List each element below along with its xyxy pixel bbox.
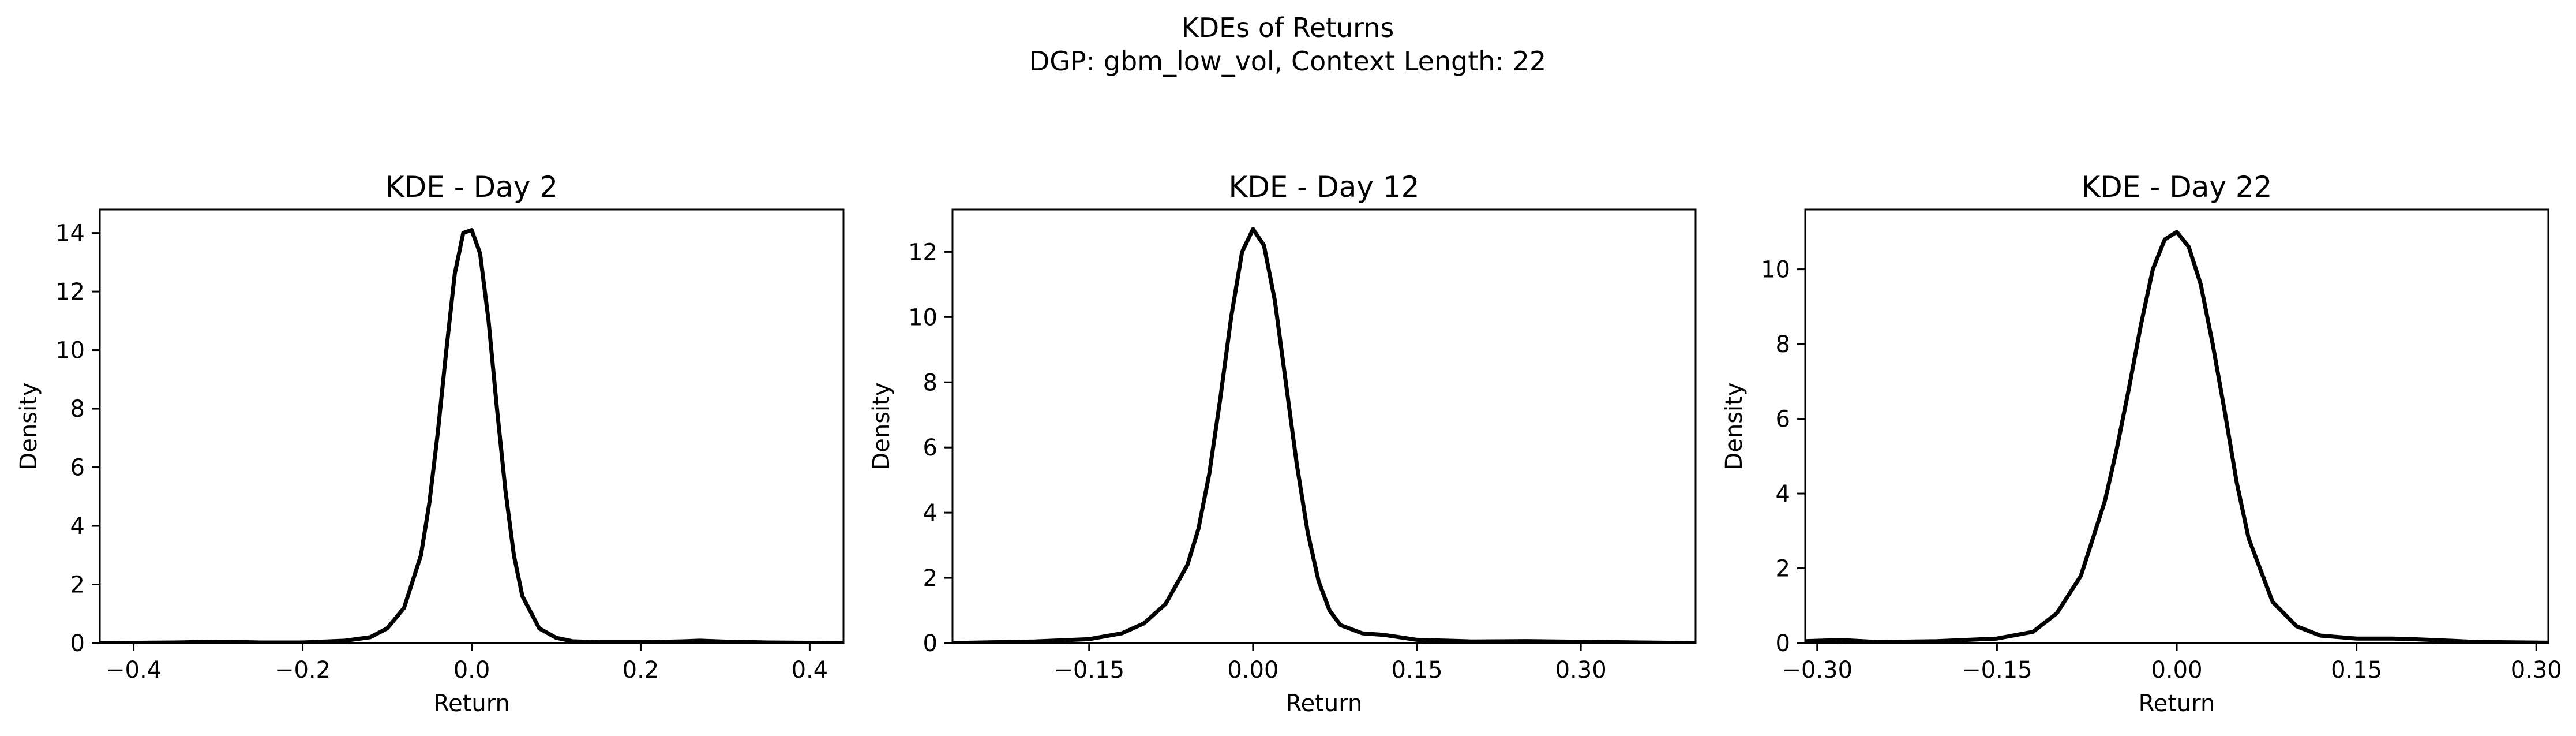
x-tick-label: 0.0 (453, 657, 490, 683)
y-tick-label: 6 (70, 455, 85, 481)
x-tick-label: 0.15 (1391, 657, 1442, 683)
y-tick-label: 12 (55, 279, 85, 305)
x-tick-label: 0.00 (1227, 657, 1278, 683)
x-axis-label: Return (1286, 690, 1363, 717)
y-tick-label: 14 (55, 221, 85, 247)
axes-frame (951, 208, 1697, 644)
y-axis-label: Density (16, 382, 42, 470)
y-tick-label: 4 (923, 500, 938, 526)
x-tick-label: 0.15 (2331, 657, 2382, 683)
y-axis-label: Density (868, 382, 895, 470)
x-tick-label: −0.15 (1053, 657, 1124, 683)
y-tick-label: 0 (1776, 630, 1790, 657)
kde-line (1805, 230, 2548, 643)
x-tick-label: 0.2 (623, 657, 659, 683)
x-tick-label: −0.2 (275, 657, 331, 683)
y-tick-label: 2 (70, 572, 85, 599)
y-tick-label: 10 (1761, 257, 1790, 283)
panel-title: KDE - Day 2 (385, 170, 558, 204)
x-tick-label: 0.4 (792, 657, 828, 683)
x-tick-label: −0.30 (1782, 657, 1853, 683)
y-tick-label: 2 (1776, 556, 1790, 582)
y-tick-label: 0 (923, 630, 938, 657)
figure-title: KDEs of Returns (1182, 12, 1394, 43)
x-tick-label: 0.30 (2511, 657, 2562, 683)
panel-title: KDE - Day 22 (2082, 170, 2273, 204)
y-tick-label: 6 (923, 435, 938, 461)
y-tick-label: 8 (1776, 331, 1790, 358)
y-tick-label: 10 (55, 338, 85, 364)
kde-panel-day-2: KDE - Day 2 −0.4 −0.2 0.0 0.2 0.4 0 2 4 6 8 10 12 14 R… (16, 170, 845, 717)
y-tick-label: 8 (923, 369, 938, 396)
x-axis-label: Return (433, 690, 510, 717)
panel-title: KDE - Day 12 (1229, 170, 1420, 204)
y-tick-label: 4 (70, 513, 85, 540)
x-tick-label: 0.30 (1555, 657, 1607, 683)
y-tick-label: 6 (1776, 406, 1790, 433)
kde-line (953, 227, 1696, 643)
y-axis-label: Density (1721, 382, 1748, 470)
kde-panel-day-12: KDE - Day 12 −0.15 0.00 0.15 0.30 0 2 4 6 8 10 12 Re… (868, 170, 1697, 717)
x-tick-label: −0.15 (1962, 657, 2033, 683)
y-tick-label: 8 (70, 396, 85, 423)
x-tick-label: 0.00 (2151, 657, 2202, 683)
figure-subtitle: DGP: gbm_low_vol, Context Length: 22 (1029, 46, 1546, 77)
y-tick-label: 2 (923, 565, 938, 592)
kde-line (100, 228, 843, 643)
y-tick-label: 0 (70, 630, 85, 657)
x-tick-label: −0.4 (106, 657, 162, 683)
y-tick-label: 10 (908, 304, 938, 331)
y-tick-label: 12 (908, 239, 938, 266)
x-axis-label: Return (2139, 690, 2215, 717)
axes-frame (1804, 208, 2549, 644)
y-tick-label: 4 (1776, 481, 1790, 507)
axes-frame (99, 208, 845, 644)
kde-panel-day-22: KDE - Day 22 −0.30 −0.15 0.00 0.15 0.30 0 2 4 6 8 1… (1721, 170, 2562, 717)
